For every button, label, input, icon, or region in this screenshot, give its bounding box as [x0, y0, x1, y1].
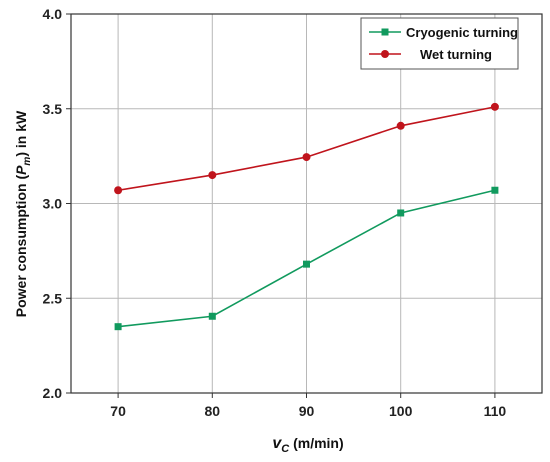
legend-marker-cryogenic-turning	[381, 28, 389, 36]
data-point-wet-turning	[114, 186, 123, 195]
x-axis-label: vC (m/min)	[272, 435, 343, 455]
data-point-cryogenic-turning	[397, 209, 405, 217]
y-axis-label: Power consumption (Pm) in kW	[13, 110, 33, 317]
y-tick-label: 4.0	[43, 6, 63, 22]
y-tick-label: 3.0	[43, 196, 63, 212]
data-point-cryogenic-turning	[303, 260, 310, 268]
data-point-wet-turning	[396, 121, 405, 130]
legend: Cryogenic turning Wet turning	[360, 17, 519, 70]
x-tick-label: 110	[484, 403, 507, 419]
legend-label-cryogenic-turning: Cryogenic turning	[406, 25, 518, 40]
legend-label-wet-turning: Wet turning	[420, 47, 492, 62]
x-tick-label: 90	[299, 403, 315, 419]
data-point-cryogenic-turning	[114, 323, 122, 331]
data-point-cryogenic-turning	[208, 312, 216, 320]
x-tick-label: 80	[205, 403, 221, 419]
data-point-wet-turning	[490, 102, 499, 111]
data-point-wet-turning	[302, 153, 311, 162]
series-group	[114, 102, 499, 331]
axis-ticks: 70 80 90 100 110 2.0 2.5 3.0 3.5 4.0	[43, 6, 507, 419]
y-tick-label: 2.5	[43, 290, 63, 306]
x-tick-label: 70	[110, 403, 126, 419]
grid	[71, 14, 542, 393]
x-tick-label: 100	[389, 403, 413, 419]
data-point-cryogenic-turning	[491, 186, 499, 194]
y-tick-label: 2.0	[43, 385, 63, 401]
y-tick-label: 3.5	[43, 101, 63, 117]
data-point-wet-turning	[208, 171, 217, 180]
legend-box	[360, 17, 519, 70]
legend-marker-wet-turning	[381, 50, 389, 58]
